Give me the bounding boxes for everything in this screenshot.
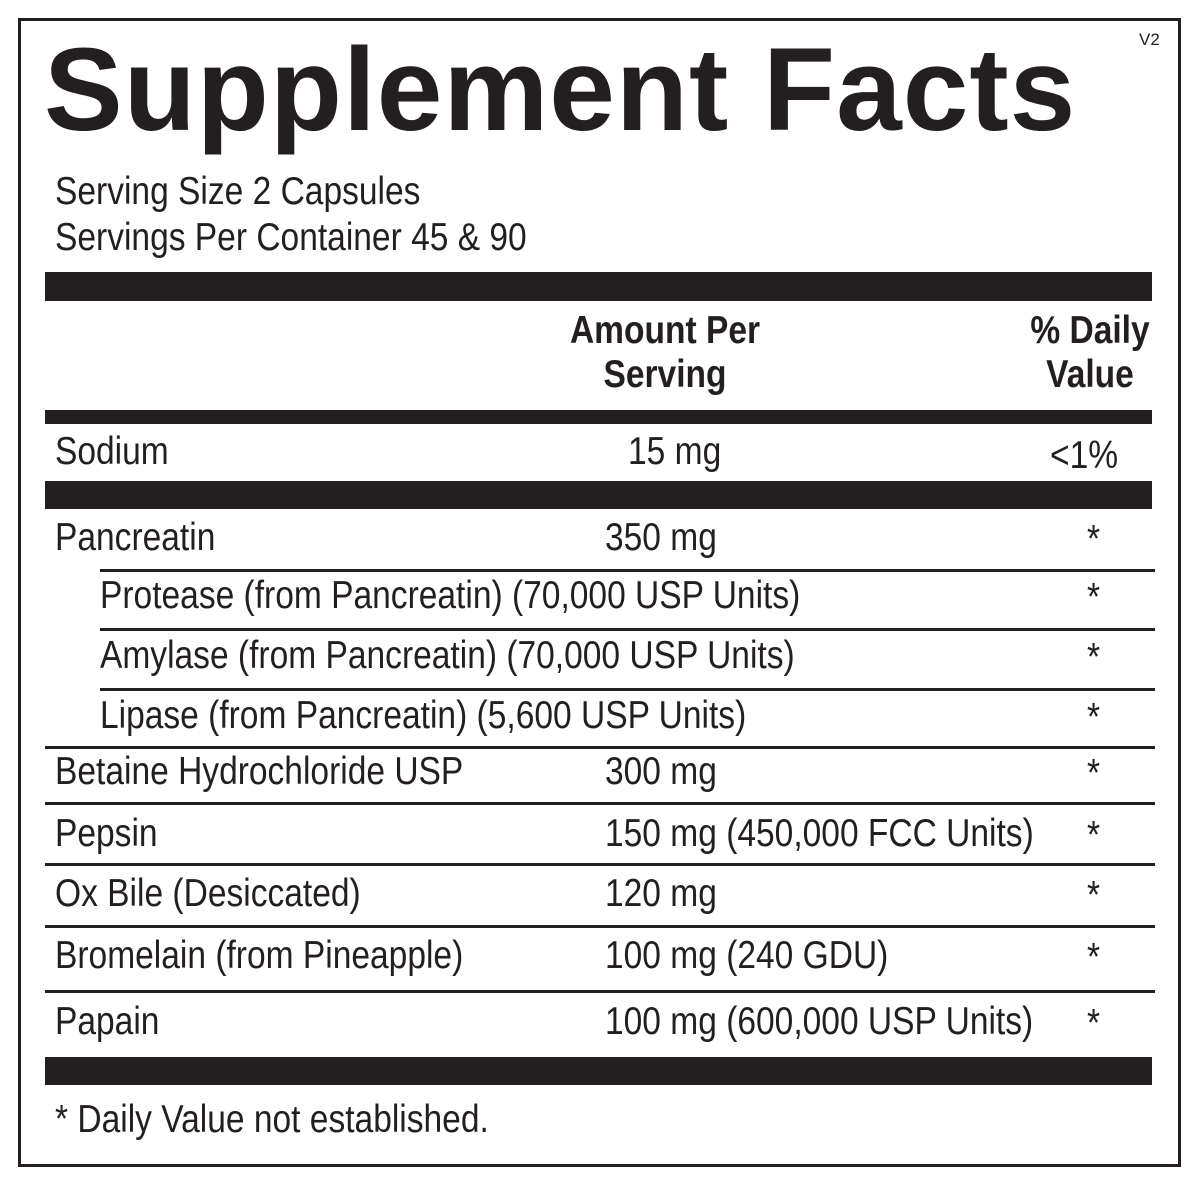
nutrient-name: Protease (from Pancreatin) (70,000 USP U… <box>100 574 801 617</box>
label-border <box>18 18 1181 1167</box>
dv-header-2: Value <box>1046 353 1134 396</box>
nutrient-name: Betaine Hydrochloride USP <box>55 750 464 793</box>
label-title: Supplement Facts <box>44 24 1077 156</box>
nutrient-dv: * <box>1087 696 1101 739</box>
row-divider <box>45 746 1155 749</box>
nutrient-dv: * <box>1087 518 1101 561</box>
nutrient-name: Bromelain (from Pineapple) <box>55 934 464 977</box>
footnote: * Daily Value not established. <box>55 1098 489 1141</box>
row-divider <box>45 925 1155 928</box>
thick-divider <box>45 272 1152 301</box>
row-divider <box>100 688 1155 691</box>
row-divider <box>100 628 1155 631</box>
nutrient-dv: * <box>1087 814 1101 857</box>
nutrient-amount: 150 mg (450,000 FCC Units) <box>605 812 1034 855</box>
nutrient-amount: 300 mg <box>605 750 717 793</box>
nutrient-name: Amylase (from Pancreatin) (70,000 USP Un… <box>100 634 795 677</box>
nutrient-dv: * <box>1087 874 1101 917</box>
amount-header-2: Serving <box>603 353 727 396</box>
version-label: V2 <box>1139 30 1160 49</box>
nutrient-name: Pancreatin <box>55 516 216 559</box>
thick-divider <box>45 481 1152 509</box>
nutrient-amount: 100 mg (240 GDU) <box>605 934 889 977</box>
nutrient-dv: * <box>1087 636 1101 679</box>
row-divider <box>45 802 1155 805</box>
nutrient-name: Ox Bile (Desiccated) <box>55 872 361 915</box>
nutrient-name: Lipase (from Pancreatin) (5,600 USP Unit… <box>100 694 747 737</box>
nutrient-amount: 120 mg <box>605 872 717 915</box>
nutrient-dv: * <box>1087 576 1101 619</box>
nutrient-dv: * <box>1087 1002 1101 1045</box>
serving-size: Serving Size 2 Capsules <box>55 170 421 213</box>
thick-divider <box>45 1057 1152 1085</box>
row-divider <box>45 863 1155 866</box>
sodium-name: Sodium <box>55 430 169 473</box>
medium-divider <box>45 410 1152 424</box>
servings-per-container: Servings Per Container 45 & 90 <box>55 216 527 259</box>
nutrient-name: Papain <box>55 1000 160 1043</box>
nutrient-name: Pepsin <box>55 812 158 855</box>
nutrient-amount: 100 mg (600,000 USP Units) <box>605 1000 1034 1043</box>
row-divider <box>45 990 1155 993</box>
nutrient-amount: 350 mg <box>605 516 717 559</box>
nutrient-dv: * <box>1087 752 1101 795</box>
sodium-amount: 15 mg <box>628 430 722 473</box>
sodium-dv: <1% <box>1050 434 1119 477</box>
row-divider <box>100 569 1155 572</box>
dv-header-1: % Daily <box>1030 309 1150 352</box>
amount-header-1: Amount Per <box>569 309 761 352</box>
nutrient-dv: * <box>1087 936 1101 979</box>
